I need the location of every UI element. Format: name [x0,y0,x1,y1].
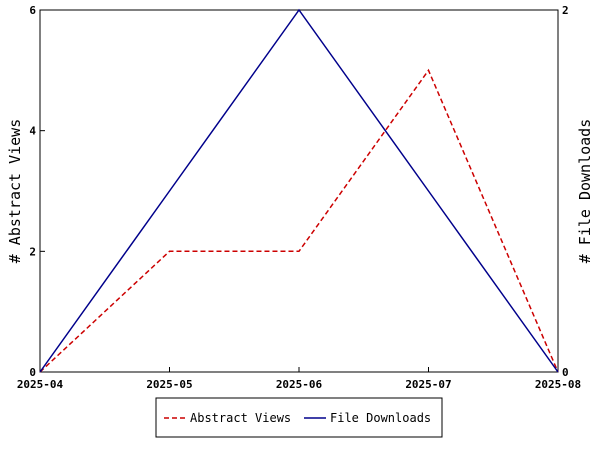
legend-label-abstract-views: Abstract Views [190,411,291,425]
x-tick-label-2025-07: 2025-07 [405,378,451,391]
x-tick-label-2025-06: 2025-06 [276,378,323,391]
y-axis-title-right: # File Downloads [576,119,594,264]
legend: Abstract Views File Downloads [155,397,443,438]
y-right-tick-label-0: 0 [562,366,569,379]
legend-label-file-downloads: File Downloads [330,411,431,425]
series-line-file-downloads [39,8,559,373]
y-left-tick-label-6: 6 [29,4,36,17]
legend-box [155,397,443,438]
y-left-tick-label-4: 4 [29,125,36,138]
x-tick-label-2025-04: 2025-04 [17,378,64,391]
y-right-tick-label-2: 2 [562,4,569,17]
series-line-abstract-views [39,68,559,373]
x-tick-label-2025-05: 2025-05 [146,378,192,391]
y-left-tick-label-0: 0 [29,366,36,379]
y-left-tick-label-2: 2 [29,245,36,258]
x-tick-label-2025-08: 2025-08 [535,378,581,391]
y-axis-title-left: # Abstract Views [6,119,24,264]
